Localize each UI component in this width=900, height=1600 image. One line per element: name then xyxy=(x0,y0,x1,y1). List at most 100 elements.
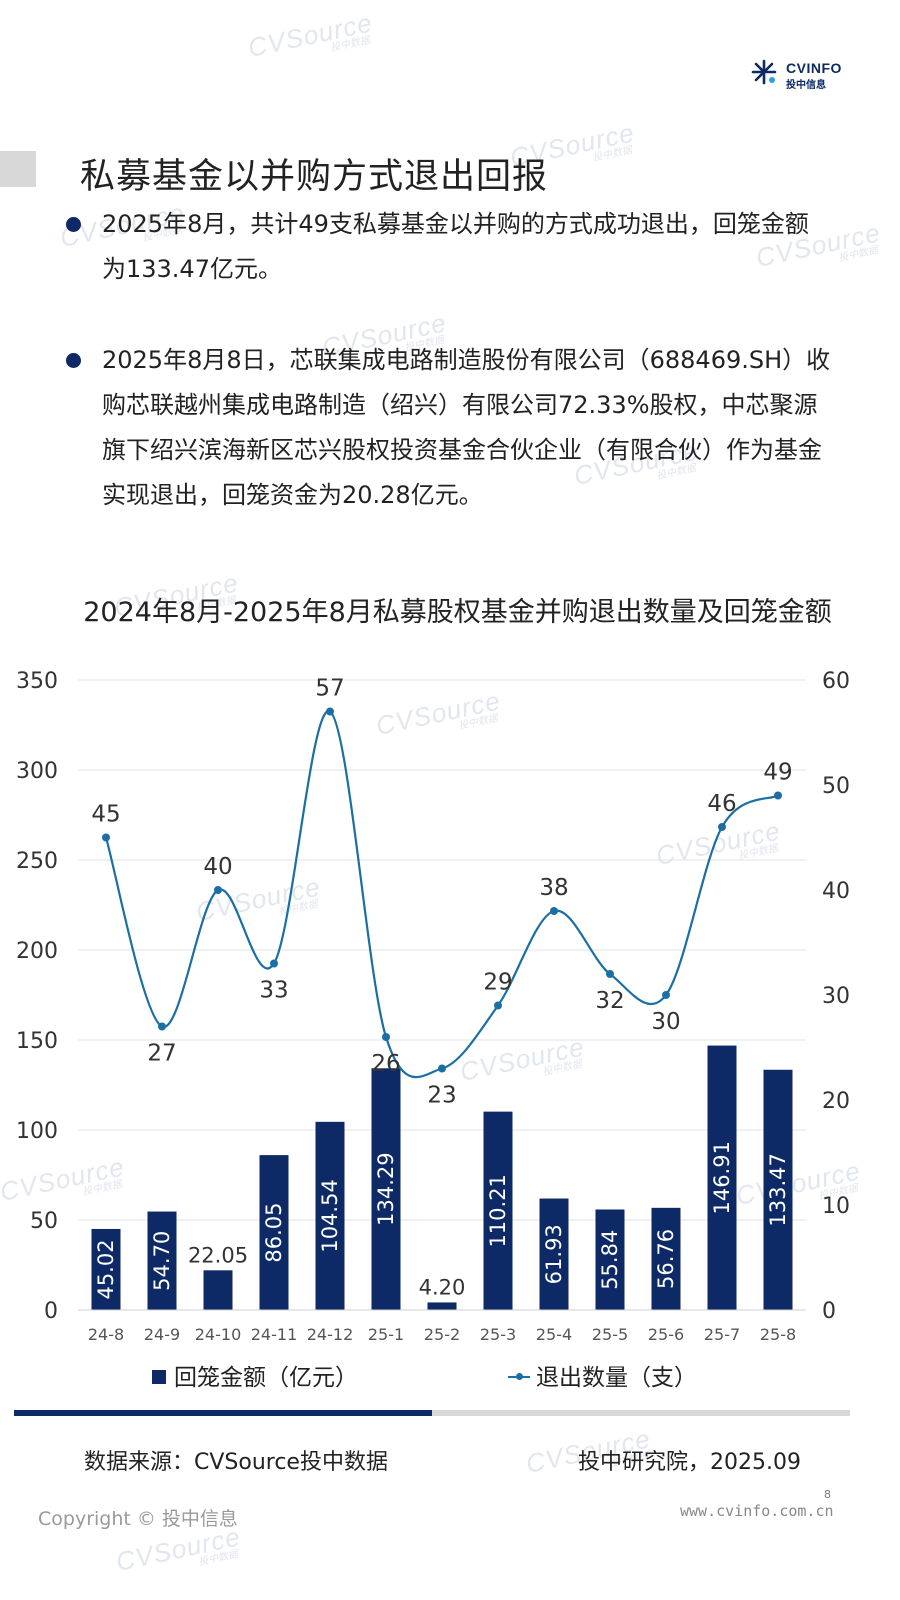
website-url: www.cvinfo.com.cn xyxy=(680,1502,834,1520)
line-value-label: 27 xyxy=(147,1041,176,1067)
x-tick-label: 25-1 xyxy=(368,1325,404,1344)
bar xyxy=(707,1045,737,1310)
bar-value-label: 22.05 xyxy=(188,1243,248,1267)
watermark: CVSource 投中数据 xyxy=(113,1521,244,1577)
y-left-tick-label: 150 xyxy=(16,1029,58,1054)
line-point xyxy=(494,1001,502,1010)
bar-value-label: 45.02 xyxy=(94,1239,118,1299)
y-left-tick-label: 0 xyxy=(44,1299,58,1324)
legend-item-line: 退出数量（支） xyxy=(508,1358,697,1392)
bar-value-label: 55.84 xyxy=(598,1230,622,1290)
bar xyxy=(427,1302,457,1310)
bar xyxy=(763,1069,793,1310)
line-point xyxy=(438,1064,446,1073)
line-value-label: 29 xyxy=(483,970,512,996)
legend-item-bar: 回笼金额（亿元） xyxy=(152,1358,358,1392)
line-value-label: 26 xyxy=(371,1051,400,1077)
y-right-tick-label: 50 xyxy=(822,774,850,799)
x-tick-label: 25-5 xyxy=(592,1325,628,1344)
line-value-label: 46 xyxy=(707,791,736,817)
bar-value-label: 146.91 xyxy=(710,1141,734,1214)
line-point xyxy=(158,1022,166,1031)
bar-value-label: 133.47 xyxy=(766,1153,790,1226)
y-left-tick-label: 200 xyxy=(16,939,58,964)
x-tick-label: 24-12 xyxy=(307,1325,354,1344)
data-source: 数据来源：CVSource投中数据 xyxy=(84,1450,388,1475)
bullet-dot-icon xyxy=(66,217,81,232)
bullet-item: 2025年8月，共计49支私募基金以并购的方式成功退出，回笼金额为133.47亿… xyxy=(66,202,826,292)
y-right-tick-label: 0 xyxy=(822,1299,836,1324)
line-point xyxy=(270,959,278,968)
x-tick-label: 24-9 xyxy=(144,1325,180,1344)
line-point xyxy=(718,823,726,831)
bar xyxy=(539,1198,569,1310)
line-value-label: 30 xyxy=(651,1009,680,1035)
bar-value-label: 54.70 xyxy=(150,1231,174,1291)
bar xyxy=(147,1211,177,1310)
title-accent-bar xyxy=(0,151,36,187)
bar xyxy=(371,1068,401,1310)
line-value-label: 40 xyxy=(203,854,232,880)
brand-logo: CVINFO 投中信息 xyxy=(750,56,842,92)
bullet-text: 2025年8月，共计49支私募基金以并购的方式成功退出，回笼金额为133.47亿… xyxy=(102,210,809,283)
page-title: 私募基金以并购方式退出回报 xyxy=(80,157,549,197)
line-value-label: 57 xyxy=(315,676,344,702)
x-tick-label: 24-11 xyxy=(251,1325,298,1344)
x-tick-label: 25-3 xyxy=(480,1325,516,1344)
watermark: CVSource 投中数据 xyxy=(245,7,376,63)
bullet-dot-icon xyxy=(66,353,81,368)
line-point xyxy=(662,991,670,999)
bar xyxy=(651,1207,681,1310)
legend-bar-swatch-icon xyxy=(152,1369,166,1384)
x-tick-label: 25-7 xyxy=(704,1325,740,1344)
logo-subtext: 投中信息 xyxy=(786,80,826,91)
x-tick-label: 24-10 xyxy=(195,1325,242,1344)
line-point xyxy=(606,970,614,978)
x-tick-label: 25-2 xyxy=(424,1325,460,1344)
line-value-label: 45 xyxy=(91,802,120,828)
bar-value-label: 56.76 xyxy=(654,1229,678,1289)
report-attribution: 投中研究院，2025.09 xyxy=(578,1450,801,1475)
legend-line-swatch-icon xyxy=(508,1372,530,1380)
line-point xyxy=(382,1033,390,1041)
line-point xyxy=(326,707,334,716)
legend-label: 回笼金额（亿元） xyxy=(174,1365,358,1391)
x-tick-label: 25-6 xyxy=(648,1325,684,1344)
bar xyxy=(315,1121,345,1310)
logo-text: CVINFO xyxy=(786,60,842,76)
line-value-label: 32 xyxy=(595,988,624,1014)
line-value-label: 23 xyxy=(427,1083,456,1109)
bar xyxy=(259,1155,289,1310)
y-right-tick-label: 60 xyxy=(822,669,850,694)
copyright: Copyright © 投中信息 xyxy=(38,1508,238,1530)
y-right-tick-label: 10 xyxy=(822,1194,850,1219)
bullet-text: 2025年8月8日，芯联集成电路制造股份有限公司（688469.SH）收购芯联越… xyxy=(102,346,831,509)
bar xyxy=(203,1270,233,1310)
chart: 0 50 100 150 200 250 300 350 0 10 20 30 40 50 60 45.02 5… xyxy=(16,669,850,1344)
y-left-tick-label: 350 xyxy=(16,669,58,694)
x-tick-label: 25-4 xyxy=(536,1325,572,1344)
y-right-tick-label: 20 xyxy=(822,1089,850,1114)
line-point xyxy=(102,833,110,842)
bar-value-label: 110.21 xyxy=(486,1174,510,1247)
y-right-tick-label: 30 xyxy=(822,984,850,1009)
y-left-tick-label: 250 xyxy=(16,849,58,874)
x-tick-label: 25-8 xyxy=(760,1325,796,1344)
bar-value-label: 134.29 xyxy=(374,1152,398,1225)
bar xyxy=(483,1111,513,1310)
footer-divider xyxy=(432,1410,850,1416)
line-point xyxy=(550,907,558,915)
y-left-tick-label: 100 xyxy=(16,1119,58,1144)
bar-value-label: 104.54 xyxy=(318,1179,342,1252)
page-number: 8 xyxy=(824,1488,831,1501)
line-value-label: 49 xyxy=(763,760,792,786)
line-value-label: 38 xyxy=(539,875,568,901)
chart-title: 2024年8月-2025年8月私募股权基金并购退出数量及回笼金额 xyxy=(83,597,832,628)
bullet-item: 2025年8月8日，芯联集成电路制造股份有限公司（688469.SH）收购芯联越… xyxy=(66,338,830,563)
footer-divider xyxy=(14,1410,432,1416)
bar xyxy=(595,1209,625,1310)
y-left-tick-label: 50 xyxy=(30,1209,58,1234)
x-tick-label: 24-8 xyxy=(88,1325,124,1344)
line-point xyxy=(214,886,222,894)
bar-value-label: 86.05 xyxy=(262,1202,286,1262)
